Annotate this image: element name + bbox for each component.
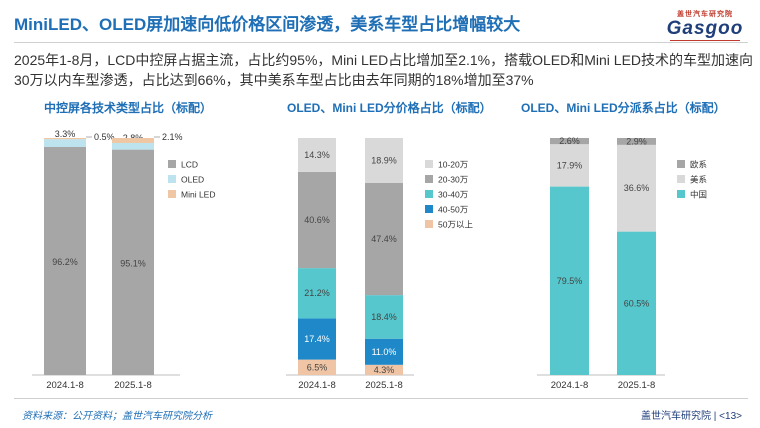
chart3-bar-cn-0 <box>550 186 589 375</box>
chart3-title: OLED、Mini LED分派系占比（标配） <box>521 101 726 115</box>
chart2-legend-swatch-p40_50 <box>425 205 433 213</box>
chart1-title: 中控屏各技术类型占比（标配） <box>44 101 213 115</box>
chart2-legend-label-p30_40: 30-40万 <box>438 190 468 200</box>
chart3-legend-swatch-eu <box>677 160 685 168</box>
chart1-legend-label-OLED: OLED <box>181 175 204 185</box>
chart3-bar-us-1 <box>617 144 656 232</box>
chart2-label-p50-0: 6.5% <box>307 362 328 372</box>
logo-en-text: Gasgoo <box>666 18 744 39</box>
chart2-category-1: 2025.1-8 <box>365 380 403 391</box>
chart3-label-eu-1: 2.9% <box>626 136 647 146</box>
chart2-legend-swatch-p10_20 <box>425 160 433 168</box>
logo-underline <box>670 40 740 41</box>
header-divider <box>14 42 748 43</box>
chart2-label-p20_30-0: 40.6% <box>304 215 330 225</box>
chart3-label-us-1: 36.6% <box>624 183 650 193</box>
chart1-bar-OLED-1 <box>112 142 154 150</box>
chart2-legend-label-p10_20: 10-20万 <box>438 160 468 170</box>
chart1-bar-MiniLED-0 <box>44 138 86 140</box>
chart1-category-1: 2025.1-8 <box>114 380 152 391</box>
chart3-label-cn-1: 60.5% <box>624 298 650 308</box>
chart2-bar-p30_40-0 <box>298 268 336 319</box>
chart1-legend-swatch-OLED <box>168 175 176 183</box>
chart3-bar-eu-1 <box>617 138 656 145</box>
chart2-bar-p20_30-1 <box>365 182 403 296</box>
chart3-category-1: 2025.1-8 <box>618 380 656 391</box>
chart2-title: OLED、Mini LED分价格占比（标配） <box>287 101 492 115</box>
chart1-bar-OLED-0 <box>44 139 86 148</box>
chart1-label-MiniLED-0: 0.5% <box>94 132 115 142</box>
chart2-label-p40_50-1: 11.0% <box>372 347 397 357</box>
gasgoo-logo: 盖世汽车研究院 Gasgoo <box>664 9 746 41</box>
chart1-label-MiniLED-1: 2.1% <box>162 132 183 142</box>
chart3-category-0: 2024.1-8 <box>551 380 589 391</box>
chart3-bar-eu-0 <box>550 138 589 145</box>
chart2-label-p20_30-1: 47.4% <box>371 234 397 244</box>
chart2-label-p50-1: 4.3% <box>374 365 395 375</box>
chart2-legend-swatch-p50 <box>425 220 433 228</box>
chart3-legend-swatch-us <box>677 175 685 183</box>
chart2-bar-p50-0 <box>298 359 336 375</box>
chart2-bar-p40_50-0 <box>298 318 336 360</box>
chart2-legend-swatch-p30_40 <box>425 190 433 198</box>
chart1-legend-label-LCD: LCD <box>181 160 198 170</box>
chart2-label-p30_40-0: 21.2% <box>304 288 330 298</box>
chart2-label-p30_40-1: 18.4% <box>371 312 397 322</box>
chart1-label-LCD-1: 95.1% <box>120 258 146 268</box>
chart1-bar-MiniLED-1 <box>112 138 154 143</box>
chart3-legend-label-eu: 欧系 <box>690 160 707 170</box>
chart2-bar-p10_20-0 <box>298 138 336 172</box>
logo-cn-text: 盖世汽车研究院 <box>677 11 733 18</box>
chart3-legend-swatch-cn <box>677 190 685 198</box>
chart1-bar-LCD-0 <box>44 147 86 375</box>
chart1-label-OLED-0: 3.3% <box>55 129 76 139</box>
chart3-label-eu-0: 2.6% <box>559 136 580 146</box>
chart3-legend-label-us: 美系 <box>690 175 707 185</box>
chart1-category-0: 2024.1-8 <box>46 380 84 391</box>
chart1-legend-swatch-MiniLED <box>168 190 176 198</box>
chart2-label-p10_20-0: 14.3% <box>304 150 330 160</box>
chart3-bar-cn-1 <box>617 231 656 375</box>
footer-divider <box>14 398 748 399</box>
chart2-category-0: 2024.1-8 <box>298 380 336 391</box>
chart3-label-cn-0: 79.5% <box>557 276 583 286</box>
page-title: MiniLED、OLED屏加速向低价格区间渗透，美系车型占比增幅较大 <box>14 15 521 34</box>
chart1-legend-swatch-LCD <box>168 160 176 168</box>
chart1-label-OLED-1: 2.8% <box>123 133 144 143</box>
chart3-bar-us-0 <box>550 144 589 187</box>
chart2-bar-p30_40-1 <box>365 295 403 339</box>
page-number: 盖世汽车研究院 | <13> <box>641 411 742 422</box>
chart2-bar-p50-1 <box>365 364 403 375</box>
chart1-label-LCD-0: 96.2% <box>52 257 78 267</box>
chart2-bar-p20_30-0 <box>298 171 336 269</box>
chart3-label-us-0: 17.9% <box>557 160 583 170</box>
chart2-legend-label-p50: 50万以上 <box>438 220 473 230</box>
chart2-label-p10_20-1: 18.9% <box>371 155 397 165</box>
chart2-legend-swatch-p20_30 <box>425 175 433 183</box>
chart1-bar-LCD-1 <box>112 149 154 375</box>
chart2-label-p40_50-0: 17.4% <box>304 334 330 344</box>
summary-text: 2025年1-8月，LCD中控屏占据主流，占比约95%，Mini LED占比增加… <box>14 52 754 88</box>
chart2-bar-p10_20-1 <box>365 138 403 183</box>
chart2-legend-label-p20_30: 20-30万 <box>438 175 468 185</box>
chart1-legend-label-MiniLED: Mini LED <box>181 190 215 200</box>
chart2-legend-label-p40_50: 40-50万 <box>438 205 468 215</box>
source-note: 资料来源：公开资料；盖世汽车研究院分析 <box>22 411 212 422</box>
chart3-legend-label-cn: 中国 <box>690 190 707 200</box>
chart2-bar-p40_50-1 <box>365 338 403 365</box>
